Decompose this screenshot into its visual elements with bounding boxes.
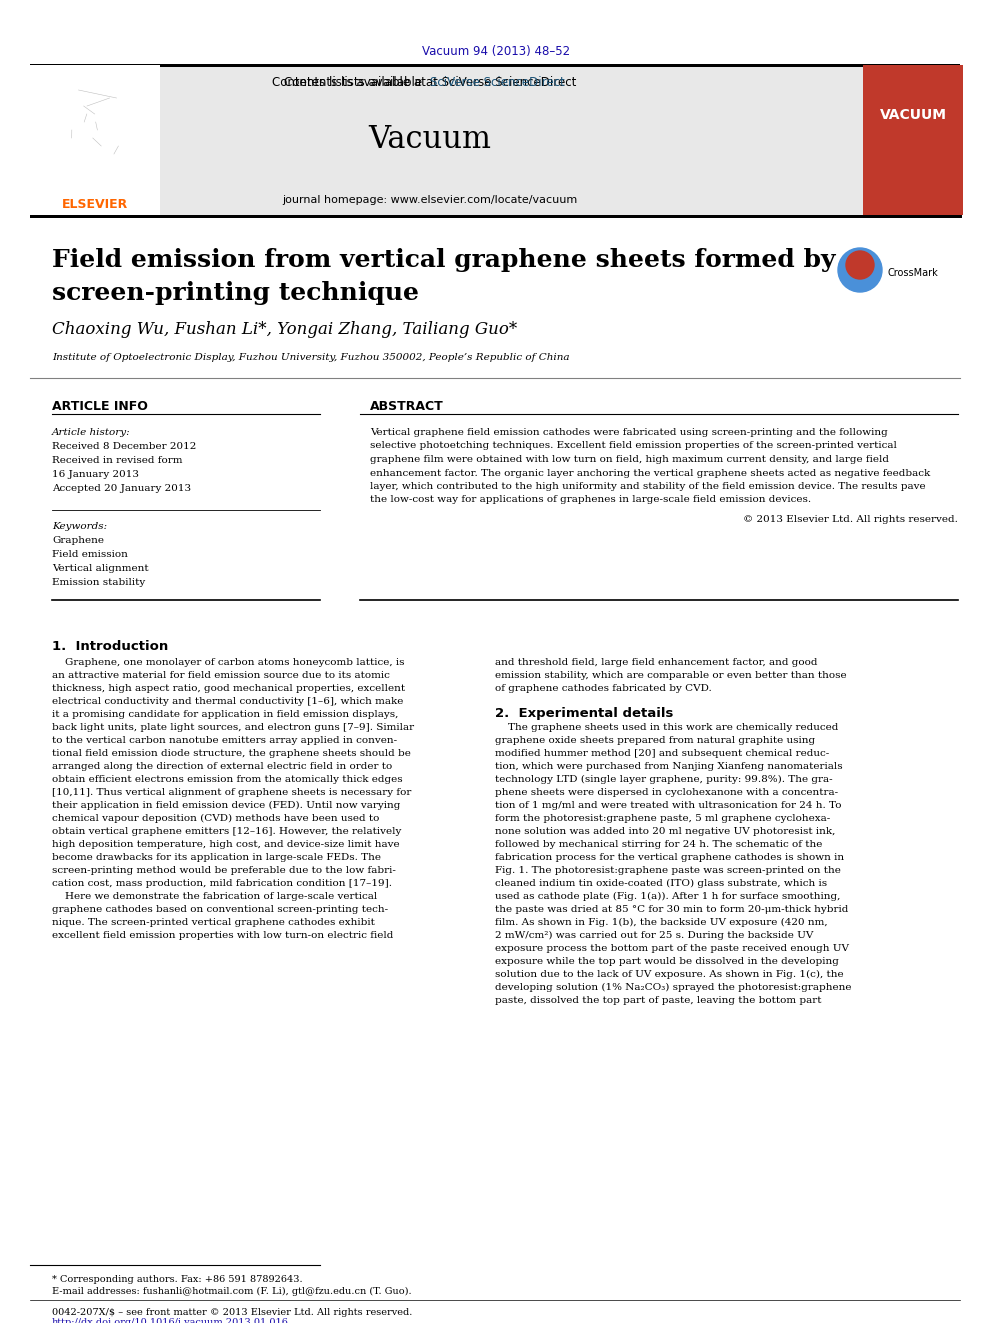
Bar [62, 65, 892, 216]
Text: obtain vertical graphene emitters [12–16]. However, the relatively: obtain vertical graphene emitters [12–16… [52, 827, 402, 836]
Text: graphene cathodes based on conventional screen-printing tech-: graphene cathodes based on conventional … [52, 905, 388, 914]
Bar [863, 65, 963, 216]
Text: ARTICLE INFO: ARTICLE INFO [52, 400, 148, 413]
Text: Fig. 1. The photoresist:graphene paste was screen-printed on the: Fig. 1. The photoresist:graphene paste w… [495, 867, 841, 875]
Text: Chaoxing Wu, Fushan Li*, Yongai Zhang, Tailiang Guo*: Chaoxing Wu, Fushan Li*, Yongai Zhang, T… [52, 321, 517, 339]
Text: Vacuum 94 (2013) 48–52: Vacuum 94 (2013) 48–52 [422, 45, 570, 58]
Text: graphene oxide sheets prepared from natural graphite using: graphene oxide sheets prepared from natu… [495, 736, 815, 745]
Text: phene sheets were dispersed in cyclohexanone with a concentra-: phene sheets were dispersed in cyclohexa… [495, 789, 838, 796]
Text: Vertical alignment: Vertical alignment [52, 564, 149, 573]
Text: tion of 1 mg/ml and were treated with ultrasonication for 24 h. To: tion of 1 mg/ml and were treated with ul… [495, 800, 841, 810]
Text: tional field emission diode structure, the graphene sheets should be: tional field emission diode structure, t… [52, 749, 411, 758]
Text: E-mail addresses: fushanli@hotmail.com (F. Li), gtl@fzu.edu.cn (T. Guo).: E-mail addresses: fushanli@hotmail.com (… [52, 1287, 412, 1297]
Text: The graphene sheets used in this work are chemically reduced: The graphene sheets used in this work ar… [495, 722, 838, 732]
Text: and threshold field, large field enhancement factor, and good: and threshold field, large field enhance… [495, 658, 817, 667]
Text: 1.  Introduction: 1. Introduction [52, 640, 169, 654]
Text: film. As shown in Fig. 1(b), the backside UV exposure (420 nm,: film. As shown in Fig. 1(b), the backsid… [495, 918, 827, 927]
Text: Accepted 20 January 2013: Accepted 20 January 2013 [52, 484, 191, 493]
Text: Article history:: Article history: [52, 429, 131, 437]
Text: 2 mW/cm²) was carried out for 25 s. During the backside UV: 2 mW/cm²) was carried out for 25 s. Duri… [495, 931, 813, 941]
Text: Contents lists available at: Contents lists available at [273, 75, 430, 89]
Text: followed by mechanical stirring for 24 h. The schematic of the: followed by mechanical stirring for 24 h… [495, 840, 822, 849]
Text: enhancement factor. The organic layer anchoring the vertical graphene sheets act: enhancement factor. The organic layer an… [370, 468, 930, 478]
Text: 16 January 2013: 16 January 2013 [52, 470, 139, 479]
Text: exposure while the top part would be dissolved in the developing: exposure while the top part would be dis… [495, 957, 839, 966]
Text: an attractive material for field emission source due to its atomic: an attractive material for field emissio… [52, 671, 390, 680]
Text: cation cost, mass production, mild fabrication condition [17–19].: cation cost, mass production, mild fabri… [52, 878, 392, 888]
Text: Field emission from vertical graphene sheets formed by: Field emission from vertical graphene sh… [52, 247, 835, 273]
Text: Vertical graphene field emission cathodes were fabricated using screen-printing : Vertical graphene field emission cathode… [370, 429, 888, 437]
Bar [30, 64, 960, 67]
Text: chemical vapour deposition (CVD) methods have been used to: chemical vapour deposition (CVD) methods… [52, 814, 379, 823]
Text: of graphene cathodes fabricated by CVD.: of graphene cathodes fabricated by CVD. [495, 684, 711, 693]
Text: Graphene, one monolayer of carbon atoms honeycomb lattice, is: Graphene, one monolayer of carbon atoms … [52, 658, 405, 667]
Text: obtain efficient electrons emission from the atomically thick edges: obtain efficient electrons emission from… [52, 775, 403, 785]
Text: Emission stability: Emission stability [52, 578, 145, 587]
Text: Contents lists available at SciVerse ScienceDirect: Contents lists available at SciVerse Sci… [284, 75, 576, 89]
Text: tion, which were purchased from Nanjing Xianfeng nanomaterials: tion, which were purchased from Nanjing … [495, 762, 842, 771]
Text: solution due to the lack of UV exposure. As shown in Fig. 1(c), the: solution due to the lack of UV exposure.… [495, 970, 843, 979]
Text: none solution was added into 20 ml negative UV photoresist ink,: none solution was added into 20 ml negat… [495, 827, 835, 836]
Text: graphene film were obtained with low turn on field, high maximum current density: graphene film were obtained with low tur… [370, 455, 889, 464]
Text: http://dx.doi.org/10.1016/j.vacuum.2013.01.016: http://dx.doi.org/10.1016/j.vacuum.2013.… [52, 1318, 289, 1323]
Text: developing solution (1% Na₂CO₃) sprayed the photoresist:graphene: developing solution (1% Na₂CO₃) sprayed … [495, 983, 851, 992]
Text: modified hummer method [20] and subsequent chemical reduc-: modified hummer method [20] and subseque… [495, 749, 829, 758]
Text: CrossMark: CrossMark [888, 269, 938, 278]
Text: Graphene: Graphene [52, 536, 104, 545]
Text: Vacuum: Vacuum [368, 124, 491, 156]
Text: exposure process the bottom part of the paste received enough UV: exposure process the bottom part of the … [495, 945, 849, 953]
Circle shape [838, 247, 882, 292]
Text: fabrication process for the vertical graphene cathodes is shown in: fabrication process for the vertical gra… [495, 853, 844, 863]
Text: arranged along the direction of external electric field in order to: arranged along the direction of external… [52, 762, 392, 771]
Text: SciVerse ScienceDirect: SciVerse ScienceDirect [430, 75, 564, 89]
Text: screen-printing technique: screen-printing technique [52, 280, 419, 306]
Text: cleaned indium tin oxide-coated (ITO) glass substrate, which is: cleaned indium tin oxide-coated (ITO) gl… [495, 878, 827, 888]
Text: paste, dissolved the top part of paste, leaving the bottom part: paste, dissolved the top part of paste, … [495, 996, 821, 1005]
Text: * Corresponding authors. Fax: +86 591 87892643.: * Corresponding authors. Fax: +86 591 87… [52, 1275, 303, 1285]
Text: Received in revised form: Received in revised form [52, 456, 183, 464]
Text: become drawbacks for its application in large-scale FEDs. The: become drawbacks for its application in … [52, 853, 381, 863]
Text: screen-printing method would be preferable due to the low fabri-: screen-printing method would be preferab… [52, 867, 396, 875]
Text: electrical conductivity and thermal conductivity [1–6], which make: electrical conductivity and thermal cond… [52, 697, 404, 706]
Text: high deposition temperature, high cost, and device-size limit have: high deposition temperature, high cost, … [52, 840, 400, 849]
Text: Received 8 December 2012: Received 8 December 2012 [52, 442, 196, 451]
Text: used as cathode plate (Fig. 1(a)). After 1 h for surface smoothing,: used as cathode plate (Fig. 1(a)). After… [495, 892, 840, 901]
Text: the low-cost way for applications of graphenes in large-scale field emission dev: the low-cost way for applications of gra… [370, 496, 811, 504]
Text: ABSTRACT: ABSTRACT [370, 400, 443, 413]
Text: Keywords:: Keywords: [52, 523, 107, 531]
Text: nique. The screen-printed vertical graphene cathodes exhibit: nique. The screen-printed vertical graph… [52, 918, 375, 927]
Text: layer, which contributed to the high uniformity and stability of the field emiss: layer, which contributed to the high uni… [370, 482, 926, 491]
Text: form the photoresist:graphene paste, 5 ml graphene cyclohexa-: form the photoresist:graphene paste, 5 m… [495, 814, 830, 823]
Text: © 2013 Elsevier Ltd. All rights reserved.: © 2013 Elsevier Ltd. All rights reserved… [743, 515, 958, 524]
Text: Institute of Optoelectronic Display, Fuzhou University, Fuzhou 350002, People’s : Institute of Optoelectronic Display, Fuz… [52, 353, 569, 363]
Text: [10,11]. Thus vertical alignment of graphene sheets is necessary for: [10,11]. Thus vertical alignment of grap… [52, 789, 412, 796]
Text: selective photoetching techniques. Excellent field emission properties of the sc: selective photoetching techniques. Excel… [370, 442, 897, 451]
Text: their application in field emission device (FED). Until now varying: their application in field emission devi… [52, 800, 401, 810]
Text: 0042-207X/$ – see front matter © 2013 Elsevier Ltd. All rights reserved.: 0042-207X/$ – see front matter © 2013 El… [52, 1308, 413, 1316]
Text: ELSEVIER: ELSEVIER [62, 198, 128, 212]
Text: journal homepage: www.elsevier.com/locate/vacuum: journal homepage: www.elsevier.com/locat… [283, 194, 577, 205]
Text: the paste was dried at 85 °C for 30 min to form 20-μm-thick hybrid: the paste was dried at 85 °C for 30 min … [495, 905, 848, 914]
Text: to the vertical carbon nanotube emitters array applied in conven-: to the vertical carbon nanotube emitters… [52, 736, 397, 745]
Text: excellent field emission properties with low turn-on electric field: excellent field emission properties with… [52, 931, 394, 941]
Text: technology LTD (single layer graphene, purity: 99.8%). The gra-: technology LTD (single layer graphene, p… [495, 775, 832, 785]
Circle shape [846, 251, 874, 279]
Bar [30, 216, 962, 218]
Text: VACUUM: VACUUM [880, 108, 946, 122]
Text: Here we demonstrate the fabrication of large-scale vertical: Here we demonstrate the fabrication of l… [52, 892, 377, 901]
Bar [30, 65, 160, 216]
Text: Field emission: Field emission [52, 550, 128, 560]
Text: back light units, plate light sources, and electron guns [7–9]. Similar: back light units, plate light sources, a… [52, 722, 414, 732]
Text: 2.  Experimental details: 2. Experimental details [495, 706, 674, 720]
Text: thickness, high aspect ratio, good mechanical properties, excellent: thickness, high aspect ratio, good mecha… [52, 684, 405, 693]
Text: it a promising candidate for application in field emission displays,: it a promising candidate for application… [52, 710, 399, 718]
Text: emission stability, which are comparable or even better than those: emission stability, which are comparable… [495, 671, 846, 680]
